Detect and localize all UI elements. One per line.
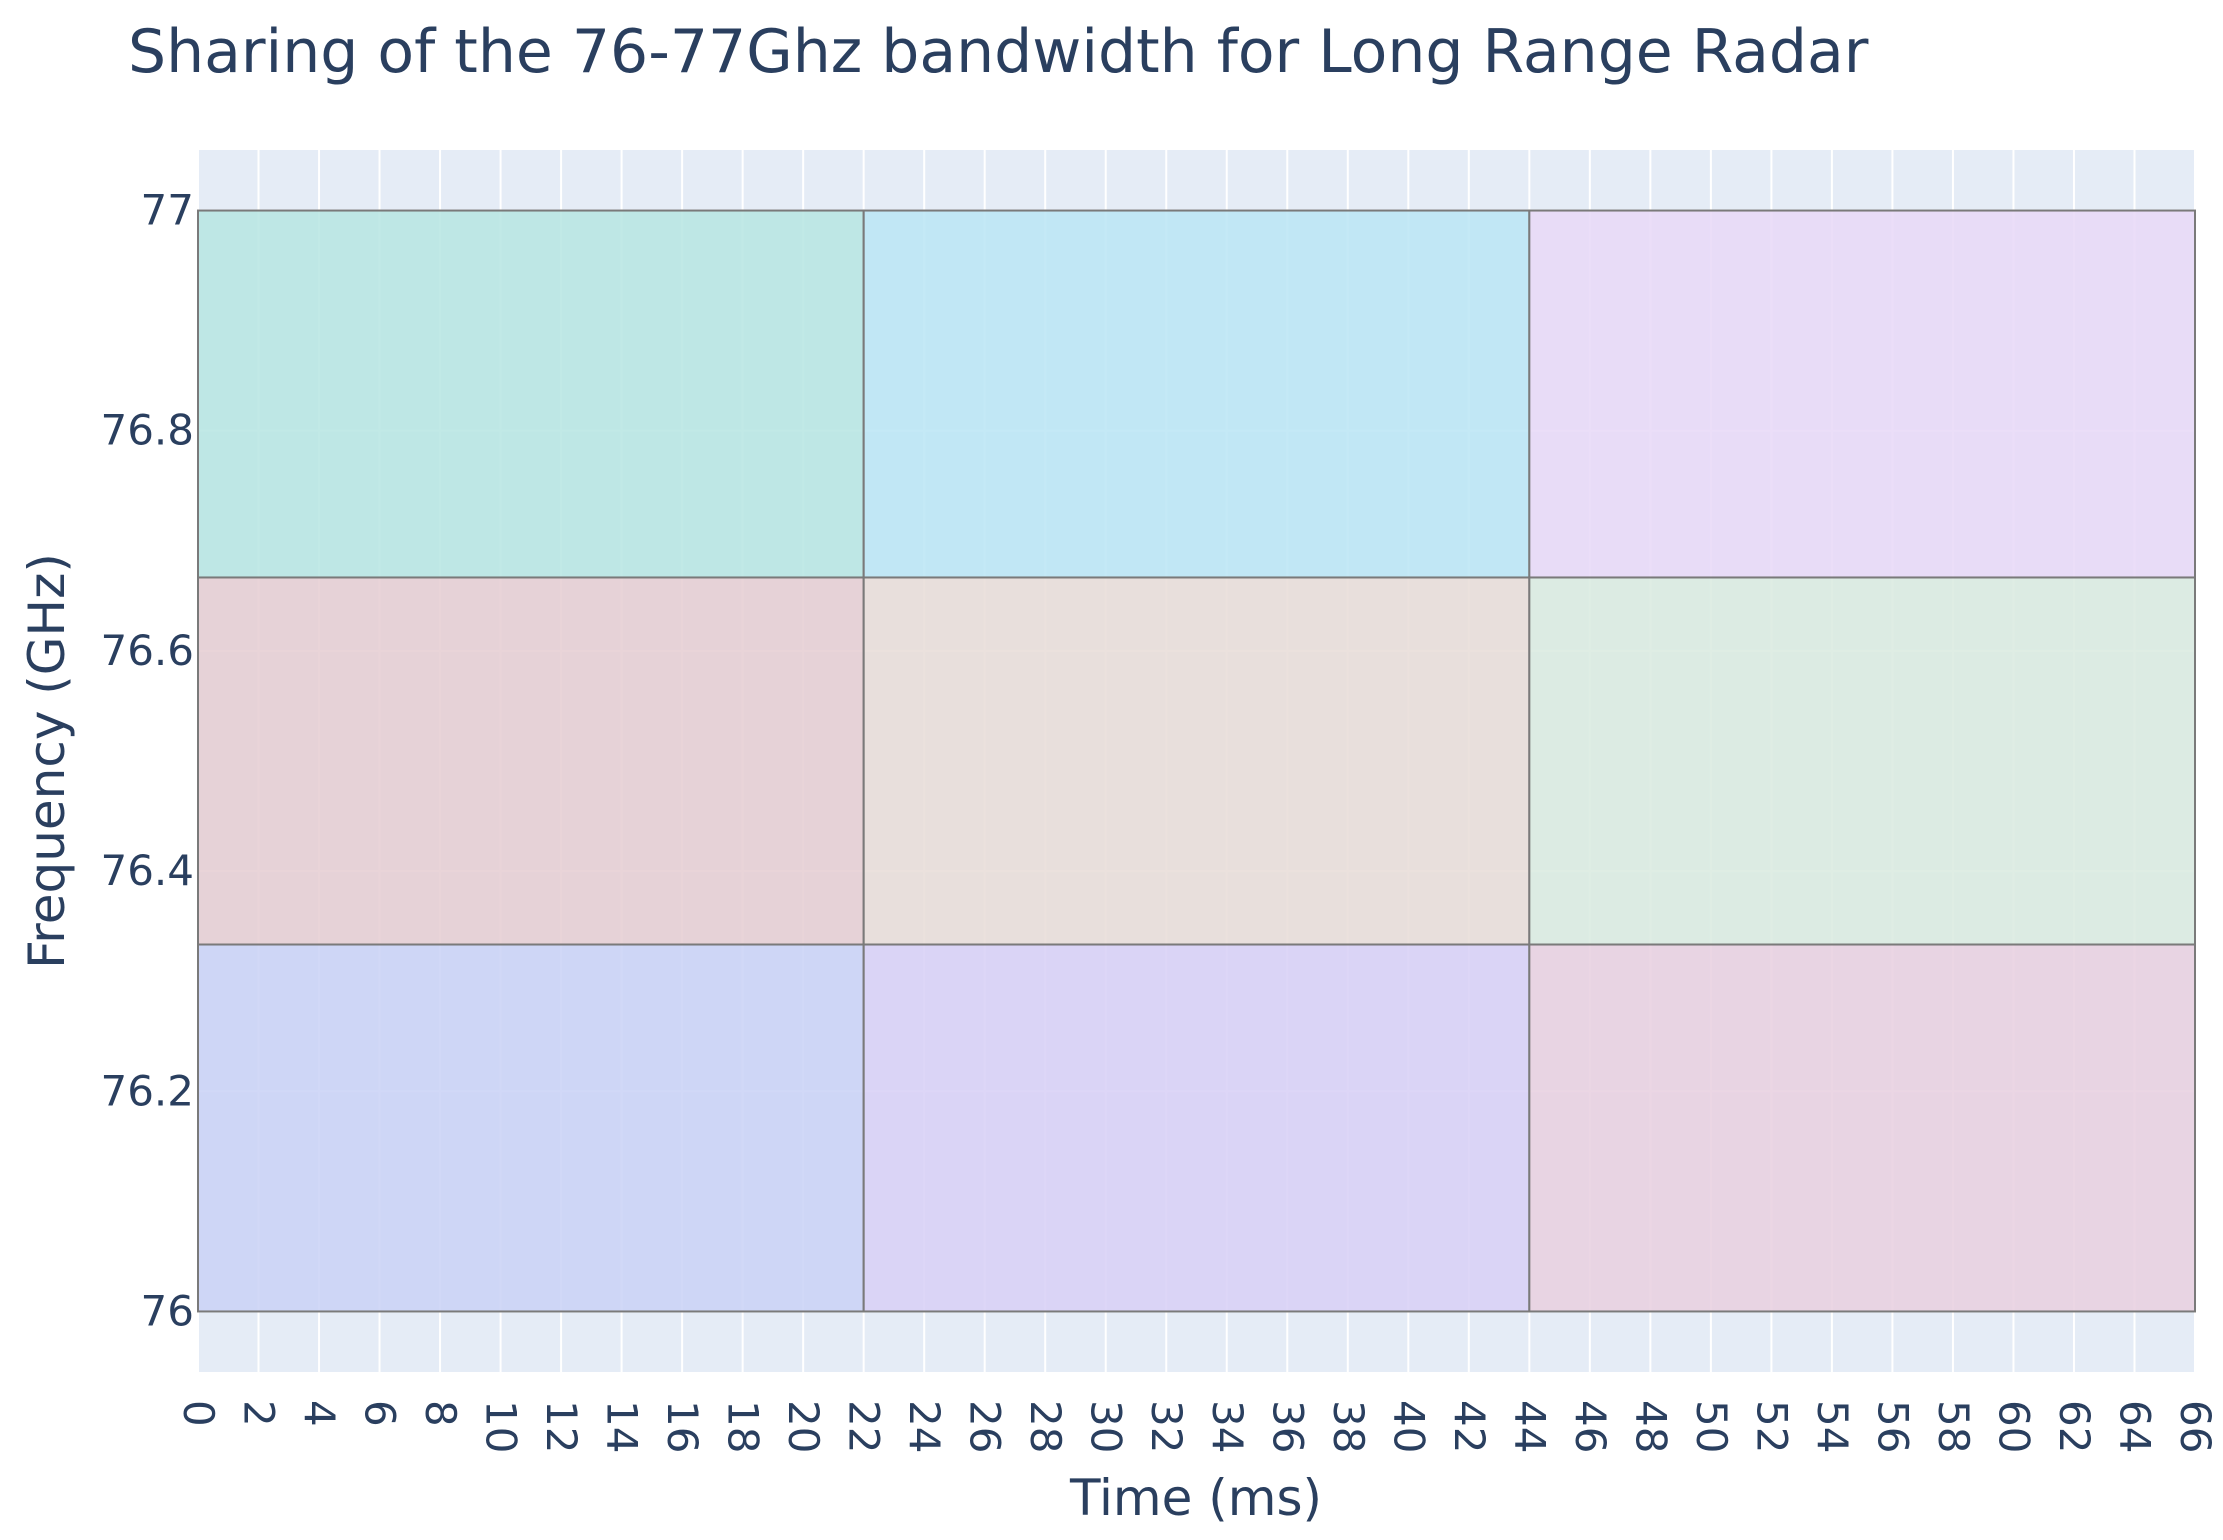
frequency-time-blocks (197, 209, 2197, 1313)
x-tick-label: 46 (1566, 1400, 1615, 1453)
x-tick-label: 38 (1324, 1400, 1373, 1453)
x-tick-label: 60 (1989, 1400, 2038, 1453)
frequency-block (1528, 943, 2197, 1313)
x-tick-label: 2 (235, 1400, 284, 1427)
x-tick-label: 12 (537, 1400, 586, 1453)
y-tick-label: 76.6 (100, 626, 194, 675)
x-tick-label: 48 (1626, 1400, 1675, 1453)
y-tick-label: 76.2 (100, 1066, 194, 1115)
y-axis-ticks: 76 76.2 76.4 76.6 76.8 77 (100, 186, 194, 1336)
x-tick-label: 16 (658, 1400, 707, 1453)
x-tick-label: 24 (900, 1400, 949, 1453)
x-tick-label: 8 (416, 1400, 465, 1427)
x-tick-label: 20 (779, 1400, 828, 1453)
x-tick-label: 52 (1747, 1400, 1796, 1453)
x-tick-label: 56 (1868, 1400, 1917, 1453)
frequency-block (1528, 576, 2197, 946)
y-tick-label: 76.8 (100, 406, 194, 455)
x-tick-label: 32 (1142, 1400, 1191, 1453)
x-tick-label: 42 (1445, 1400, 1494, 1453)
frequency-block (197, 576, 865, 946)
x-tick-label: 64 (2110, 1400, 2159, 1453)
x-tick-label: 14 (598, 1400, 647, 1453)
y-axis-title: Frequency (GHz) (18, 553, 76, 969)
x-tick-label: 18 (719, 1400, 768, 1453)
x-tick-label: 10 (477, 1400, 526, 1453)
x-tick-label: 50 (1687, 1400, 1736, 1453)
x-axis-ticks: 0 2 4 6 8 10 12 14 16 18 20 22 24 26 28 30 32 34 36 38 40 42 4… (174, 1400, 2220, 1453)
x-tick-label: 4 (295, 1400, 344, 1427)
x-tick-label: 26 (961, 1400, 1010, 1453)
x-tick-label: 34 (1203, 1400, 1252, 1453)
chart-title: Sharing of the 76-77Ghz bandwidth for Lo… (128, 17, 1869, 87)
frequency-block (1528, 209, 2197, 579)
x-tick-label: 36 (1263, 1400, 1312, 1453)
y-tick-label: 76 (141, 1286, 194, 1335)
x-tick-label: 30 (1082, 1400, 1131, 1453)
frequency-block (862, 943, 1531, 1313)
x-tick-label: 62 (2050, 1400, 2099, 1453)
x-axis-title: Time (ms) (1069, 1469, 1322, 1527)
x-tick-label: 40 (1384, 1400, 1433, 1453)
frequency-block (197, 209, 865, 579)
frequency-block (862, 576, 1531, 946)
x-tick-label: 0 (174, 1400, 223, 1427)
x-tick-label: 22 (840, 1400, 889, 1453)
x-tick-label: 44 (1505, 1400, 1554, 1453)
x-tick-label: 6 (356, 1400, 405, 1427)
x-tick-label: 54 (1808, 1400, 1857, 1453)
x-tick-label: 66 (2171, 1400, 2220, 1453)
y-tick-label: 76.4 (100, 846, 194, 895)
frequency-block (197, 943, 865, 1313)
frequency-block (862, 209, 1531, 579)
y-tick-label: 77 (141, 186, 194, 235)
x-tick-label: 28 (1021, 1400, 1070, 1453)
x-tick-label: 58 (1929, 1400, 1978, 1453)
